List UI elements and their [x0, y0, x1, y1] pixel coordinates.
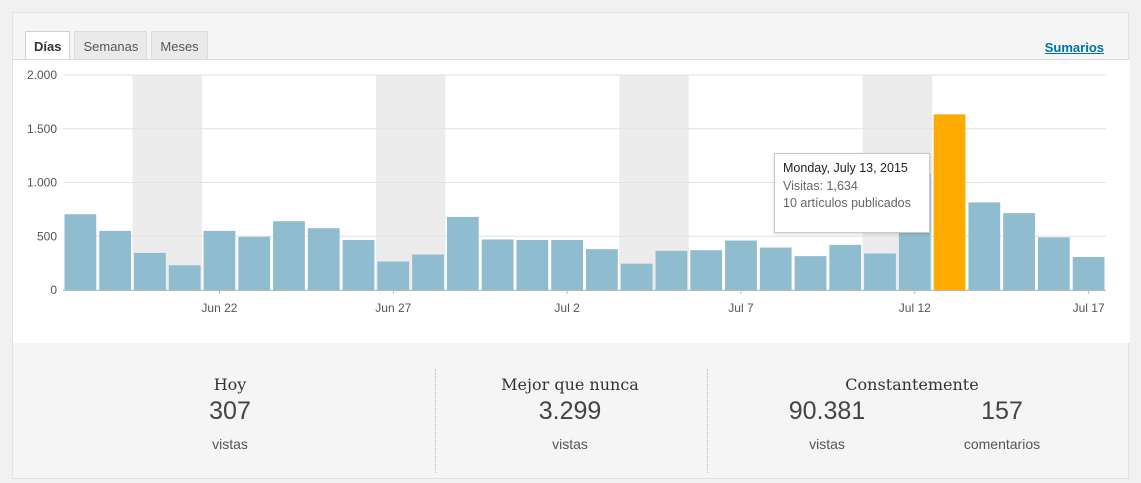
stat-overall-comments-label: comentarios: [963, 436, 1041, 452]
stat-best: Mejor que nunca 3.299 vistas: [445, 343, 695, 480]
tab-weeks[interactable]: Semanas: [74, 31, 148, 60]
summaries-link[interactable]: Sumarios: [1044, 40, 1104, 55]
chart-tooltip: Monday, July 13, 2015 Visitas: 1,634 10 …: [774, 153, 930, 233]
tab-divider: [13, 59, 1130, 60]
chart-area: 0 500 1.000 1.500 2.000 Jun 22 Jun 27 Jul 2 Jul …: [13, 60, 1130, 343]
tab-months[interactable]: Meses: [151, 31, 208, 60]
views-bar-chart: 0 500 1.000 1.500 2.000 Jun 22 Jun 27 Jul 2 Jul …: [27, 68, 1106, 315]
bar[interactable]: [342, 240, 375, 290]
stat-today: Hoy 307 vistas: [105, 343, 355, 480]
y-tick-label: 2.000: [27, 68, 57, 82]
x-tick-label: Jul 17: [1073, 301, 1105, 315]
x-tick-label: Jul 7: [728, 301, 754, 315]
bar[interactable]: [655, 250, 688, 290]
bar[interactable]: [690, 250, 723, 290]
y-tick-label: 500: [37, 229, 57, 243]
bar[interactable]: [99, 230, 132, 290]
stats-divider: [435, 369, 436, 473]
bar[interactable]: [134, 252, 166, 290]
y-tick-label: 1.500: [27, 122, 57, 136]
bar[interactable]: [864, 253, 896, 290]
bar-highlighted[interactable]: [933, 114, 966, 290]
stat-overall: Constantemente 90.381 vistas 157 comenta…: [717, 343, 1107, 480]
y-tick-label: 1.000: [27, 176, 57, 190]
bar[interactable]: [968, 202, 1001, 290]
stat-today-label: vistas: [212, 436, 248, 452]
bar[interactable]: [759, 247, 792, 290]
tooltip-date: Monday, July 13, 2015: [783, 161, 908, 175]
bar[interactable]: [446, 216, 479, 290]
x-tick-label: Jul 12: [899, 301, 931, 315]
bar[interactable]: [412, 254, 444, 290]
bar[interactable]: [273, 221, 305, 290]
stat-overall-views-value: 90.381: [788, 397, 866, 425]
x-tick-label: Jul 2: [554, 301, 580, 315]
bar[interactable]: [725, 240, 757, 290]
stat-overall-comments-value: 157: [981, 397, 1023, 425]
x-tick-label: Jun 22: [201, 301, 237, 315]
stats-panel: Días Semanas Meses Sumarios 0 500 1.000 1.5…: [12, 12, 1130, 480]
bar[interactable]: [620, 263, 653, 290]
stats-divider: [707, 369, 708, 473]
stat-best-title: Mejor que nunca: [501, 375, 639, 394]
stat-best-label: vistas: [552, 436, 588, 452]
stat-overall-views-label: vistas: [809, 436, 845, 452]
bar[interactable]: [829, 244, 862, 290]
bar[interactable]: [307, 228, 340, 290]
bar[interactable]: [1072, 256, 1105, 290]
y-tick-label: 0: [50, 283, 57, 297]
tooltip-posts: 10 artículos publicados: [783, 196, 911, 210]
bar[interactable]: [377, 261, 410, 290]
stats-summary: Hoy 307 vistas Mejor que nunca 3.299 vis…: [13, 343, 1130, 480]
stat-overall-title: Constantemente: [845, 375, 979, 394]
stat-best-value: 3.299: [538, 397, 602, 425]
bar[interactable]: [794, 256, 827, 290]
bar[interactable]: [586, 249, 618, 290]
bar[interactable]: [551, 240, 583, 290]
bar[interactable]: [516, 240, 549, 290]
bar[interactable]: [64, 214, 97, 290]
bar[interactable]: [238, 236, 271, 290]
bar[interactable]: [1037, 237, 1070, 290]
stat-today-value: 307: [209, 397, 251, 425]
tab-days[interactable]: Días: [25, 31, 71, 61]
bar[interactable]: [168, 265, 201, 290]
bar[interactable]: [481, 239, 514, 290]
stat-today-title: Hoy: [213, 375, 247, 394]
period-tabs: Días Semanas Meses: [25, 31, 212, 61]
bar[interactable]: [203, 230, 236, 290]
bar[interactable]: [1003, 213, 1035, 290]
x-tick-label: Jun 27: [375, 301, 411, 315]
tooltip-views: Visitas: 1,634: [783, 179, 858, 193]
